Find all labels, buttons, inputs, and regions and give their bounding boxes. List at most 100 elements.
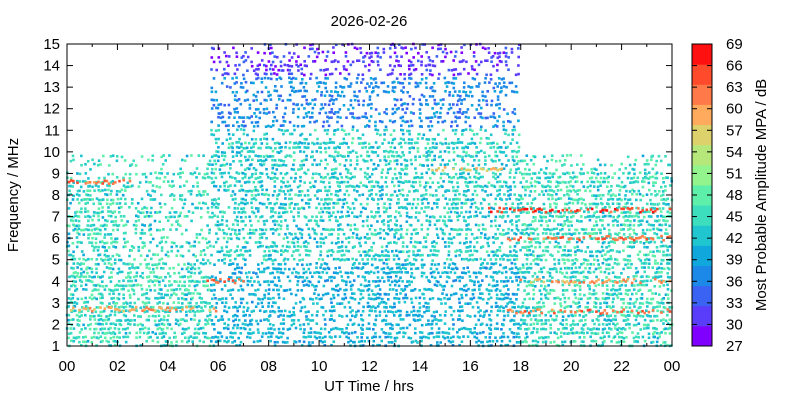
heatmap-cell xyxy=(124,241,127,244)
heatmap-cell xyxy=(316,310,319,313)
heatmap-cell xyxy=(449,106,453,110)
heatmap-cell xyxy=(208,228,211,232)
heatmap-cell xyxy=(214,176,218,180)
heatmap-cell xyxy=(215,98,218,102)
heatmap-cell xyxy=(485,73,488,77)
heatmap-cell xyxy=(230,237,233,241)
heatmap-cell xyxy=(437,133,440,136)
heatmap-cell xyxy=(410,289,413,292)
heatmap-cell xyxy=(210,68,213,71)
heatmap-cell xyxy=(473,185,476,188)
heatmap-cell xyxy=(403,288,407,291)
heatmap-cell xyxy=(306,189,310,192)
heatmap-cell xyxy=(387,155,390,158)
heatmap-cell xyxy=(437,185,441,189)
heatmap-cell xyxy=(484,155,487,159)
heatmap-cell xyxy=(84,335,88,339)
heatmap-cell xyxy=(412,189,416,193)
heatmap-cell xyxy=(315,163,319,167)
heatmap-cell xyxy=(280,185,283,189)
heatmap-cell xyxy=(112,292,115,295)
heatmap-cell xyxy=(461,271,464,274)
heatmap-cell xyxy=(321,50,325,54)
heatmap-cell xyxy=(198,233,202,236)
heatmap-cell xyxy=(345,288,348,292)
heatmap-cell xyxy=(432,336,436,339)
heatmap-cell xyxy=(276,141,279,145)
heatmap-cell xyxy=(242,124,246,128)
heatmap-cell xyxy=(485,136,489,140)
heatmap-cell xyxy=(397,64,401,67)
heatmap-cell xyxy=(211,202,214,205)
heatmap-cell xyxy=(365,327,369,330)
heatmap-cell xyxy=(86,201,89,205)
heatmap-cell xyxy=(393,223,397,226)
heatmap-cell xyxy=(229,249,233,252)
heatmap-cell xyxy=(363,284,367,288)
heatmap-cell xyxy=(376,93,380,97)
heatmap-cell xyxy=(332,146,336,150)
heatmap-cell xyxy=(151,184,155,187)
heatmap-cell xyxy=(408,82,411,85)
heatmap-cell xyxy=(170,245,174,249)
heatmap-cell xyxy=(173,211,176,214)
heatmap-cell xyxy=(412,228,416,232)
heatmap-cell xyxy=(332,46,335,49)
heatmap-cell xyxy=(244,215,248,219)
heatmap-cell xyxy=(216,220,220,223)
heatmap-cell xyxy=(147,280,151,283)
heatmap-cell xyxy=(313,292,316,295)
heatmap-cell xyxy=(126,302,129,305)
heatmap-cell xyxy=(117,284,121,288)
heatmap-cell xyxy=(235,99,239,102)
heatmap-cell xyxy=(227,128,230,132)
heatmap-cell xyxy=(107,254,110,258)
heatmap-cell xyxy=(425,116,428,120)
heatmap-cell xyxy=(250,81,253,85)
heatmap-cell xyxy=(67,207,71,210)
heatmap-cell xyxy=(128,276,132,279)
heatmap-cell xyxy=(355,163,359,166)
heatmap-cell xyxy=(430,150,434,154)
heatmap-cell xyxy=(425,138,429,141)
heatmap-cell xyxy=(416,147,420,150)
heatmap-cell xyxy=(378,310,382,314)
heatmap-cell xyxy=(433,318,436,321)
heatmap-cell xyxy=(383,150,386,153)
heatmap-cell xyxy=(409,158,413,162)
heatmap-cell xyxy=(188,284,191,288)
heatmap-cell xyxy=(351,175,354,179)
heatmap-cell xyxy=(113,332,117,336)
heatmap-cell xyxy=(289,176,293,180)
heatmap-cell xyxy=(382,301,386,304)
heatmap-cell xyxy=(452,185,455,189)
heatmap-cell xyxy=(366,258,370,261)
heatmap-cell xyxy=(204,332,207,335)
heatmap-cell xyxy=(188,279,191,283)
heatmap-cell xyxy=(154,315,157,318)
heatmap-cell xyxy=(132,159,135,163)
heatmap-cell xyxy=(328,318,332,321)
heatmap-cell xyxy=(333,158,336,161)
heatmap-cell xyxy=(387,150,391,154)
heatmap-cell xyxy=(242,257,245,261)
heatmap-cell xyxy=(229,293,232,296)
heatmap-cell xyxy=(292,257,296,261)
heatmap-cell xyxy=(425,68,429,72)
heatmap-cell xyxy=(458,301,461,304)
heatmap-cell xyxy=(259,180,262,184)
heatmap-cell xyxy=(246,283,250,287)
heatmap-cell xyxy=(401,245,405,248)
heatmap-cell xyxy=(433,276,437,280)
heatmap-cell xyxy=(248,107,252,110)
heatmap-cell xyxy=(134,164,138,167)
heatmap-cell xyxy=(282,190,285,193)
heatmap-cell xyxy=(368,63,371,67)
heatmap-cell xyxy=(456,181,459,184)
heatmap-cell xyxy=(367,297,371,300)
heatmap-cell xyxy=(180,284,184,288)
heatmap-cell xyxy=(381,188,384,192)
heatmap-cell xyxy=(484,190,487,193)
heatmap-cell xyxy=(320,305,323,309)
heatmap-cell xyxy=(234,257,237,261)
